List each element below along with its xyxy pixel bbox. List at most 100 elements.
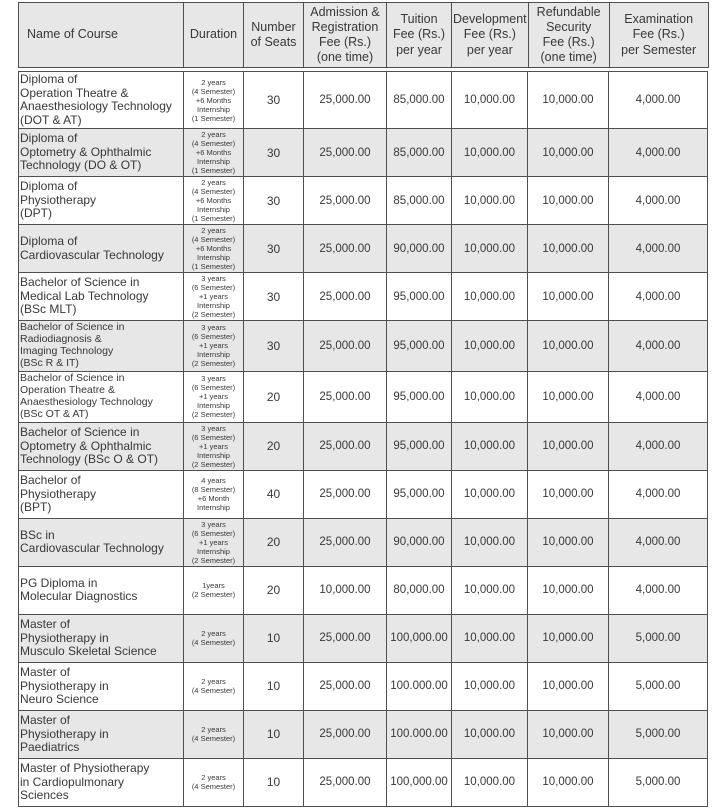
development-fee-cell: 10,000.00 [451,421,528,471]
admission-fee-cell: 25,000.00 [303,71,387,129]
duration-cell: 3 years (6 Semester) +1 years Internship (2 … [183,517,244,567]
table-row: Diploma of Physiotherapy (DPT) 2 years (4 Se… [18,176,708,225]
development-fee-cell: 10,000.00 [451,757,528,807]
security-fee-cell: 10,000.00 [527,176,609,225]
fee-table-header: Name of Course Duration Number of Seats Admi… [18,2,709,68]
seats-cell: 40 [243,469,304,519]
exam-fee-cell: 5,000.00 [608,613,708,663]
duration-cell: 2 years (4 Semester) +6 Months Internship (1… [183,224,244,273]
table-row: Bachelor of Science in Medical Lab Techno… [18,272,708,321]
duration-cell: 2 years (4 Semester) [183,709,244,759]
security-fee-cell: 10,000.00 [527,128,609,177]
development-fee-cell: 10,000.00 [451,224,528,273]
security-fee-cell: 10,000.00 [527,757,609,807]
course-name-cell: Diploma of Optometry & Ophthalmic Technolo… [18,128,184,177]
development-fee-cell: 10,000.00 [451,709,528,759]
admission-fee-cell: 25,000.00 [303,421,387,471]
admission-fee-cell: 25,000.00 [303,709,387,759]
security-fee-cell: 10,000.00 [527,709,609,759]
tuition-fee-cell: 95,000.00 [386,320,452,372]
course-name-cell: Diploma of Physiotherapy (DPT) [18,176,184,225]
exam-fee-cell: 4,000.00 [608,421,708,471]
tuition-fee-cell: 80,000.00 [386,565,452,615]
exam-fee-cell: 4,000.00 [608,370,708,423]
development-fee-cell: 10,000.00 [451,613,528,663]
security-fee-cell: 10,000.00 [527,272,609,321]
duration-cell: 3 years (6 Semester) +1 years Internship (2 … [183,421,244,471]
duration-cell: 2 years (4 Semester) [183,613,244,663]
table-row: Bachelor of Science in Radiodiagnosis & Im… [18,320,708,372]
duration-cell: 4 years (8 Semester) +6 Month Internship [183,469,244,519]
table-row: Master of Physiotherapy in Neuro Science 2 … [18,661,708,711]
tuition-fee-cell: 85,000.00 [386,128,452,177]
tuition-fee-cell: 90,000.00 [386,517,452,567]
column-header-security: Refundable Security Fee (Rs.) (one time) [527,2,610,68]
seats-cell: 10 [243,709,304,759]
admission-fee-cell: 25,000.00 [303,613,387,663]
seats-cell: 20 [243,517,304,567]
exam-fee-cell: 5,000.00 [608,709,708,759]
course-name-cell: Bachelor of Physiotherapy (BPT) [18,469,184,519]
table-row: Diploma of Optometry & Ophthalmic Technolo… [18,128,708,177]
fee-table-body: Diploma of Operation Theatre & Anaesthesio… [18,71,708,807]
table-row: Diploma of Operation Theatre & Anaesthesio… [18,71,708,129]
development-fee-cell: 10,000.00 [451,272,528,321]
tuition-fee-cell: 95,000.00 [386,370,452,423]
course-name-cell: Bachelor of Science in Operation Theatre … [18,370,184,423]
table-row: Diploma of Cardiovascular Technology 2 yea… [18,224,708,273]
seats-cell: 30 [243,272,304,321]
seats-cell: 10 [243,757,304,807]
seats-cell: 10 [243,613,304,663]
admission-fee-cell: 25,000.00 [303,176,387,225]
seats-cell: 20 [243,370,304,423]
seats-cell: 20 [243,565,304,615]
course-name-cell: Bachelor of Science in Radiodiagnosis & Im… [18,320,184,372]
exam-fee-cell: 4,000.00 [608,128,708,177]
seats-cell: 20 [243,421,304,471]
seats-cell: 30 [243,224,304,273]
duration-cell: 2 years (4 Semester) [183,661,244,711]
admission-fee-cell: 25,000.00 [303,757,387,807]
course-name-cell: PG Diploma in Molecular Diagnostics [18,565,184,615]
exam-fee-cell: 4,000.00 [608,469,708,519]
admission-fee-cell: 25,000.00 [303,272,387,321]
exam-fee-cell: 5,000.00 [608,757,708,807]
exam-fee-cell: 4,000.00 [608,176,708,225]
development-fee-cell: 10,000.00 [451,128,528,177]
development-fee-cell: 10,000.00 [451,320,528,372]
table-row: Master of Physiotherapy in Paediatrics 2 ye… [18,709,708,759]
tuition-fee-cell: 100,000.00 [386,613,452,663]
development-fee-cell: 10,000.00 [451,517,528,567]
exam-fee-cell: 4,000.00 [608,565,708,615]
course-name-cell: Master of Physiotherapy in Paediatrics [18,709,184,759]
course-name-cell: Bachelor of Science in Optometry & Ophtha… [18,421,184,471]
table-row: Master of Physiotherapy in Cardiopulmonar… [18,757,708,807]
column-header-tuition: Tuition Fee (Rs.) per year [386,2,452,68]
development-fee-cell: 10,000.00 [451,176,528,225]
security-fee-cell: 10,000.00 [527,517,609,567]
seats-cell: 30 [243,71,304,129]
duration-cell: 1years (2 Semester) [183,565,244,615]
seats-cell: 30 [243,128,304,177]
course-name-cell: Diploma of Operation Theatre & Anaesthesio… [18,71,184,129]
table-row: Bachelor of Science in Operation Theatre … [18,370,708,423]
tuition-fee-cell: 90,000.00 [386,224,452,273]
duration-cell: 3 years (6 Semester) +1 years Internship (2 … [183,272,244,321]
exam-fee-cell: 4,000.00 [608,71,708,129]
security-fee-cell: 10,000.00 [527,613,609,663]
admission-fee-cell: 10,000.00 [303,565,387,615]
seats-cell: 10 [243,661,304,711]
admission-fee-cell: 25,000.00 [303,320,387,372]
course-name-cell: BSc in Cardiovascular Technology [18,517,184,567]
course-name-cell: Diploma of Cardiovascular Technology [18,224,184,273]
exam-fee-cell: 4,000.00 [608,224,708,273]
duration-cell: 2 years (4 Semester) +6 Months Internship (1… [183,128,244,177]
column-header-seats: Number of Seats [243,2,304,68]
tuition-fee-cell: 95,000.00 [386,272,452,321]
duration-cell: 2 years (4 Semester) [183,757,244,807]
table-row: Bachelor of Science in Optometry & Ophtha… [18,421,708,471]
development-fee-cell: 10,000.00 [451,469,528,519]
exam-fee-cell: 4,000.00 [608,272,708,321]
exam-fee-cell: 4,000.00 [608,320,708,372]
